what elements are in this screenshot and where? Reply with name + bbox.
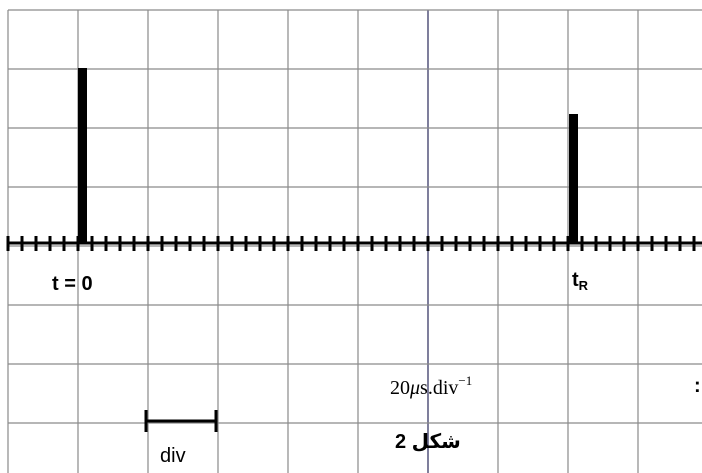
sweep-number: 20 xyxy=(390,377,410,399)
tr-main: t xyxy=(572,269,579,291)
grid xyxy=(7,9,702,473)
division-scale xyxy=(144,410,218,432)
tr-label: tR xyxy=(572,269,589,293)
sweep-unit: s.div xyxy=(420,377,458,399)
div-label: div xyxy=(160,445,186,467)
pulse-reflected xyxy=(569,114,578,244)
sweep-exponent: −1 xyxy=(458,373,472,388)
time-axis xyxy=(6,236,702,251)
tr-sub: R xyxy=(579,278,589,293)
sweep-prefix: μ xyxy=(409,377,420,399)
sweep-value: 20μs.div−1 xyxy=(390,373,472,399)
t0-label: t = 0 xyxy=(52,273,93,295)
figure-label: شكل 2 xyxy=(395,431,461,453)
pulse-emitted xyxy=(78,68,87,244)
sweep-label: الكسح الأفقي : xyxy=(694,372,702,398)
